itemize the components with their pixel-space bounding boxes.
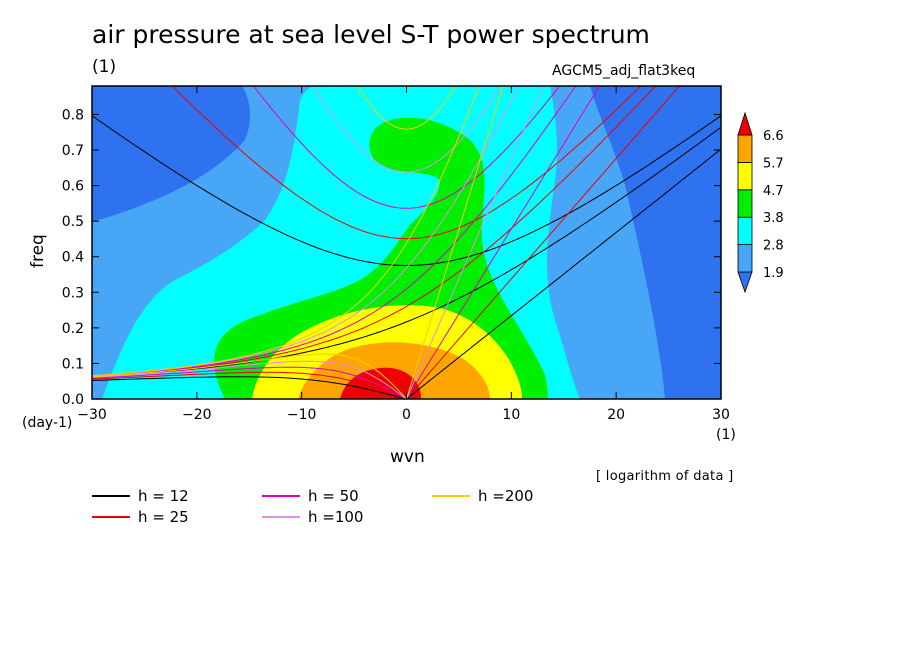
colorbar-label: 5.7 — [763, 156, 784, 171]
legend-swatch — [262, 495, 300, 497]
colorbar-band — [737, 134, 753, 163]
legend-swatch — [432, 495, 470, 497]
y-tick-label: 0.5 — [62, 214, 84, 230]
inertia-gravity-curve — [171, 86, 642, 240]
colorbar-band — [737, 161, 753, 191]
x-tick-label: −10 — [287, 407, 317, 423]
colorbar-label: 6.6 — [763, 129, 784, 144]
colorbar-band — [737, 216, 753, 245]
kelvin-wave-curve — [406, 148, 721, 399]
x-unit-label: (1) — [716, 427, 736, 443]
legend-label: h =100 — [308, 508, 364, 526]
colorbar-label: 4.7 — [763, 184, 784, 199]
y-tick-label: 0.0 — [62, 392, 84, 408]
rossby-wave-curve — [92, 353, 407, 399]
dispersion-curves — [92, 86, 721, 399]
mrg-wave-curve — [92, 86, 480, 377]
mrg-wave-curve — [92, 86, 577, 377]
x-tick-label: 30 — [712, 407, 730, 423]
colorbar-band — [737, 189, 753, 218]
y-tick-label: 0.1 — [62, 356, 84, 372]
inertia-gravity-curve — [92, 115, 721, 267]
chart-title: air pressure at sea level S-T power spec… — [92, 20, 650, 49]
colorbar-label: 3.8 — [763, 211, 784, 226]
y-tick-label: 0.7 — [62, 143, 84, 159]
legend-label: h = 25 — [138, 508, 189, 526]
colorbar-top-arrow — [737, 111, 753, 136]
inertia-gravity-curve — [357, 86, 456, 130]
kelvin-wave-curve — [406, 86, 601, 399]
legend-swatch — [92, 495, 130, 497]
x-tick-label: 0 — [402, 407, 411, 423]
data-note: [ logarithm of data ] — [596, 469, 734, 484]
y-tick-label: 0.3 — [62, 285, 84, 301]
y-tick-label: 0.4 — [62, 250, 84, 266]
kelvin-wave-curve — [406, 86, 544, 399]
band-peak — [340, 367, 421, 399]
rossby-wave-curve — [92, 376, 407, 399]
colorbar-label: 1.9 — [763, 266, 784, 281]
rossby-wave-curve — [92, 360, 407, 399]
colorbar: 1.9 2.8 3.8 4.7 5.7 6.6 — [737, 111, 784, 294]
rossby-wave-curve — [92, 371, 407, 399]
y-tick-label: 0.2 — [62, 321, 84, 337]
legend-label: h =200 — [478, 487, 534, 505]
contour-field — [92, 86, 721, 399]
legend-label: h = 50 — [308, 487, 359, 505]
colorbar-bottom-arrow — [737, 271, 753, 294]
legend-label: h = 12 — [138, 487, 189, 505]
colorbar-band — [737, 244, 753, 273]
x-tick-label: −20 — [182, 407, 212, 423]
inertia-gravity-curve — [252, 86, 561, 209]
legend-swatch — [262, 516, 300, 518]
x-tick-label: 10 — [502, 407, 520, 423]
y-tick-label: 0.6 — [62, 179, 84, 195]
units-label: (1) — [92, 57, 117, 77]
model-name: AGCM5_adj_flat3keq — [552, 63, 696, 79]
colorbar-label: 2.8 — [763, 239, 784, 254]
kelvin-wave-curve — [406, 86, 681, 399]
x-tick-label: −30 — [77, 407, 107, 423]
mrg-wave-curve — [92, 86, 520, 377]
kelvin-wave-curve — [406, 86, 504, 399]
inertia-gravity-curve — [311, 86, 502, 173]
mrg-wave-curve — [92, 126, 721, 378]
rossby-wave-curve — [92, 366, 407, 399]
y-unit-label: (day-1) — [22, 415, 73, 431]
y-axis-label: freq — [28, 234, 48, 268]
legend-swatch — [92, 516, 130, 518]
mrg-wave-curve — [92, 86, 657, 378]
y-tick-label: 0.8 — [62, 107, 84, 123]
x-axis-label: wvn — [390, 447, 425, 467]
x-tick-label: 20 — [607, 407, 625, 423]
axes: −30 −20 −10 0 10 20 30 0.0 0.1 0.2 0.3 0.4 0.5 0.6 0.7… — [62, 86, 730, 423]
